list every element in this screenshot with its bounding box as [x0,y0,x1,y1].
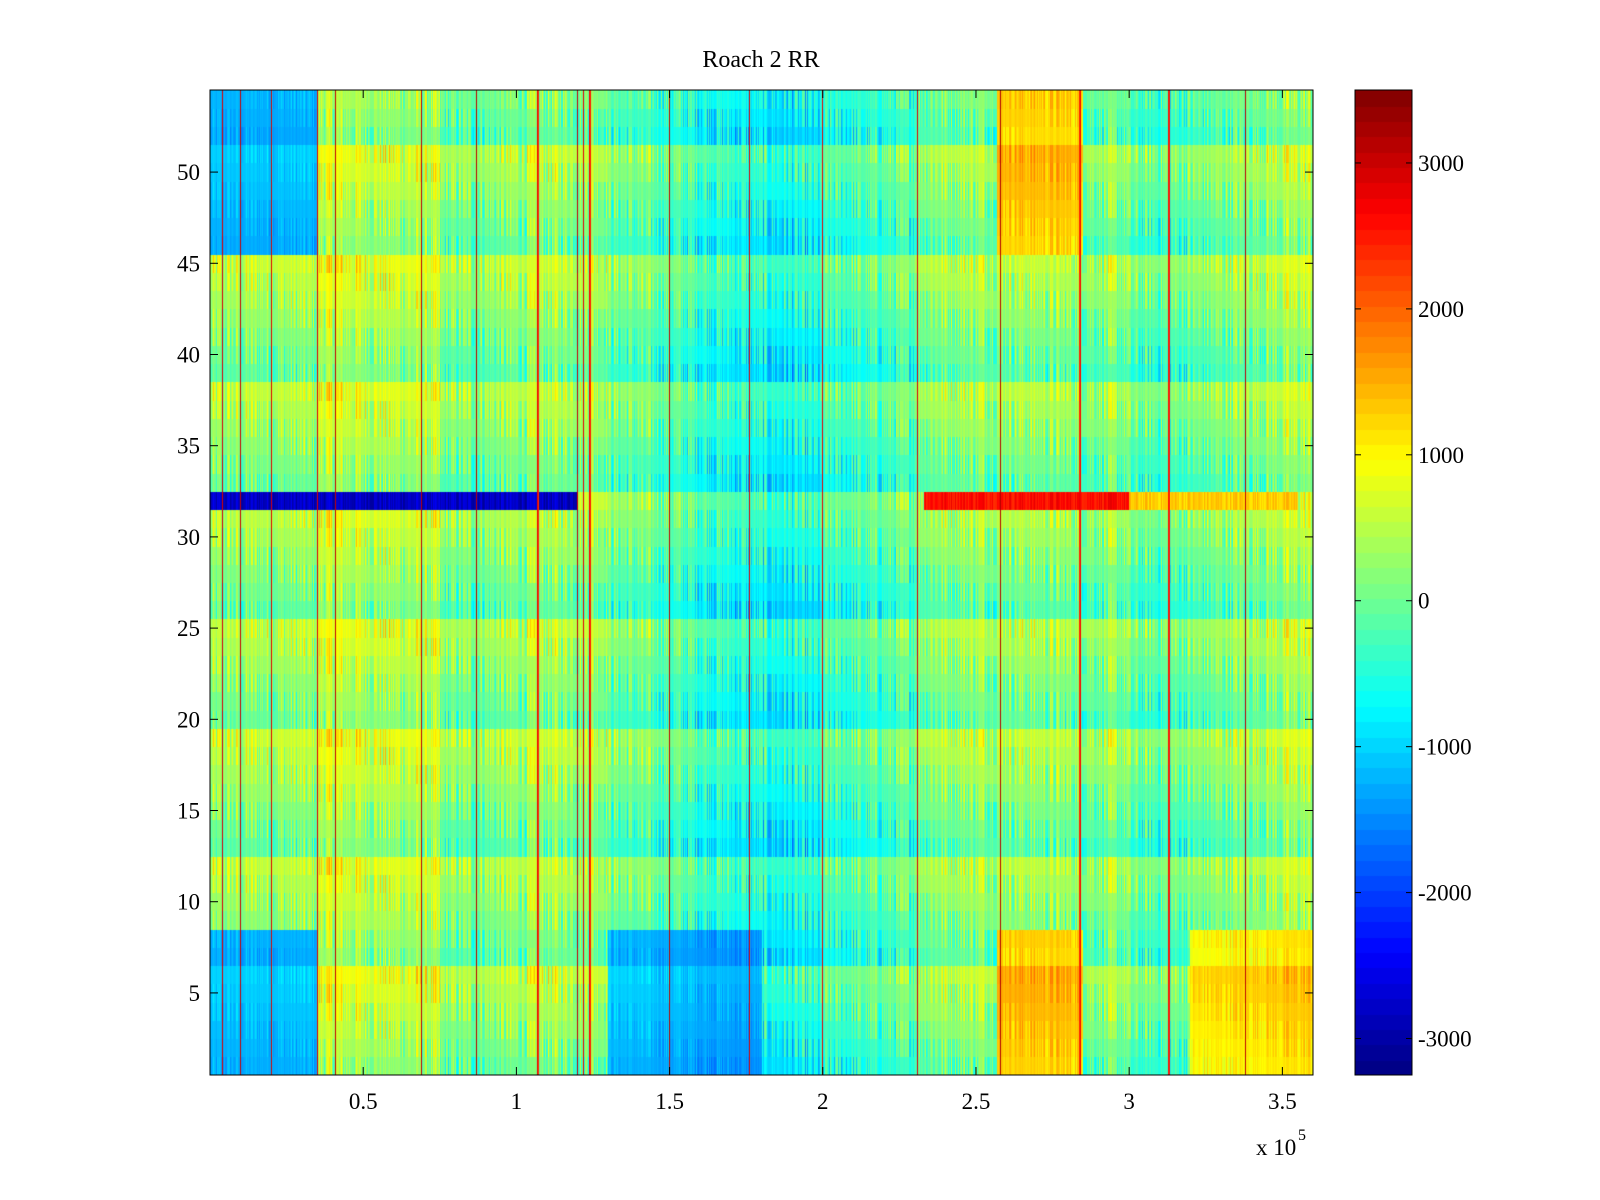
y-tick-label: 40 [177,342,200,367]
y-axis: 5 10 15 20 25 30 35 40 45 50 [177,160,1313,1006]
colorbar-frame [1354,89,1413,1076]
x-multiplier-exponent: 5 [1298,1127,1306,1144]
colorbar-tick-label: 0 [1418,589,1430,614]
colorbar-tick-label: 1000 [1418,443,1464,468]
y-tick-label: 15 [177,799,200,824]
colorbar-axis: -3000 -2000 -1000 0 1000 2000 3000 [1355,151,1472,1052]
y-tick-label: 10 [177,890,200,915]
chart-title: Roach 2 RR [702,47,819,73]
colorbar-tick-label: -2000 [1418,881,1472,906]
y-tick-label: 25 [177,616,200,641]
x-axis: 0.5 1 1.5 2 2.5 3 3.5 [349,90,1297,1114]
y-tick-label: 5 [189,981,201,1006]
colorbar-tick-label: -3000 [1418,1027,1472,1052]
x-tick-label: 3.5 [1268,1089,1297,1114]
y-tick-label: 50 [177,160,200,185]
colorbar-tick-label: 3000 [1418,151,1464,176]
y-tick-label: 20 [177,707,200,732]
x-tick-label: 0.5 [349,1089,378,1114]
x-tick-label: 1.5 [655,1089,684,1114]
colorbar-gradient [1355,90,1412,1075]
x-tick-label: 1 [511,1089,523,1114]
colorbar-tick-label: 2000 [1418,297,1464,322]
plot-frame [209,89,1314,1076]
x-tick-label: 2.5 [962,1089,991,1114]
x-tick-label: 2 [817,1089,829,1114]
y-tick-label: 30 [177,525,200,550]
x-tick-label: 3 [1123,1089,1135,1114]
colorbar-tick-label: -1000 [1418,735,1472,760]
y-tick-label: 35 [177,434,200,459]
heatmap-image [210,90,1313,1075]
y-tick-label: 45 [177,251,200,276]
x-multiplier-label: x 10 [1256,1135,1296,1160]
